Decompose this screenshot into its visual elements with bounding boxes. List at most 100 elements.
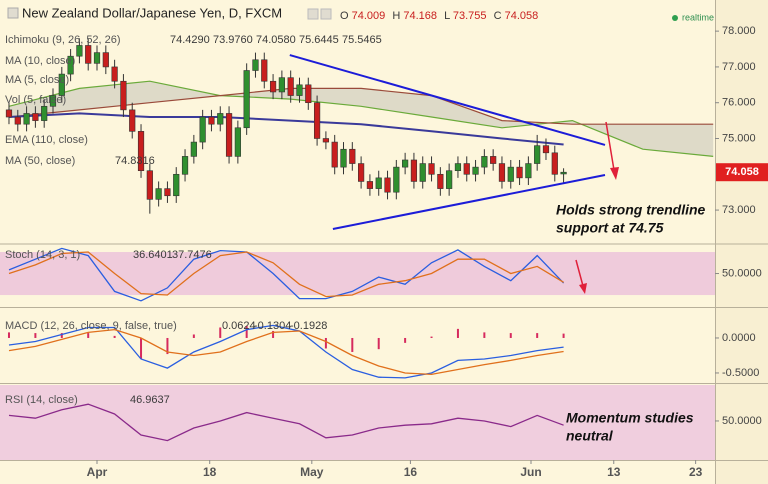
legend-value: 74.4290 bbox=[170, 34, 210, 46]
arrow-shaft bbox=[605, 121, 615, 171]
candle-body bbox=[463, 163, 470, 175]
candle-body bbox=[208, 116, 215, 125]
ohlc-value: 74.168 bbox=[403, 10, 437, 22]
arrow-head bbox=[579, 283, 587, 294]
candle-body bbox=[446, 170, 453, 189]
candle-body bbox=[252, 59, 259, 71]
candle-body bbox=[428, 163, 435, 175]
trendline bbox=[289, 54, 606, 146]
rsi-background bbox=[0, 385, 715, 460]
candle-body bbox=[269, 80, 277, 93]
symbol-icon[interactable] bbox=[7, 7, 19, 19]
chart-title: New Zealand Dollar/Japanese Yen, D, FXCM bbox=[22, 5, 282, 20]
candle-body bbox=[49, 95, 57, 107]
series-line bbox=[8, 251, 564, 298]
x-tick-label: Jun bbox=[520, 465, 541, 479]
candle-body bbox=[437, 173, 444, 189]
price-axis-area bbox=[715, 0, 768, 484]
ohlc-letter: C bbox=[494, 10, 502, 22]
ma-line bbox=[8, 112, 564, 146]
legend-value: 75.5465 bbox=[342, 34, 382, 46]
candle-body bbox=[349, 148, 356, 164]
candle-body bbox=[129, 109, 136, 132]
legend-entry: MA (50, close) bbox=[5, 155, 75, 167]
candle-body bbox=[358, 163, 365, 182]
candle-body bbox=[261, 59, 268, 82]
series-line bbox=[8, 324, 564, 379]
candle-body bbox=[507, 166, 514, 182]
candle-body bbox=[340, 148, 347, 168]
candle-body bbox=[199, 116, 206, 143]
candle-body bbox=[278, 77, 285, 93]
legend-entry: Ichimoku (9, 26, 52, 26) bbox=[5, 34, 121, 46]
legend-entry: EMA (110, close) bbox=[5, 134, 88, 146]
candle-body bbox=[190, 141, 197, 157]
y-tick-label: 75.000 bbox=[722, 132, 756, 144]
candle-body bbox=[217, 113, 224, 125]
candle-body bbox=[305, 84, 312, 104]
icon[interactable] bbox=[320, 8, 332, 20]
annotation: support at 74.75 bbox=[556, 220, 664, 236]
candle-body bbox=[331, 141, 338, 168]
candle-body bbox=[76, 45, 83, 57]
candle-body bbox=[419, 163, 426, 182]
legend-value: 73.9760 bbox=[213, 34, 253, 46]
annotation: neutral bbox=[566, 428, 614, 444]
trendline bbox=[332, 174, 606, 230]
series-line bbox=[8, 247, 565, 302]
candle-body bbox=[243, 70, 250, 129]
y-tick-label: 50.0000 bbox=[722, 267, 762, 279]
arrow bbox=[605, 121, 619, 180]
candle-body bbox=[85, 45, 92, 64]
ohlc-letter: L bbox=[444, 10, 450, 22]
macd-pane bbox=[7, 324, 565, 379]
candle-body bbox=[534, 145, 541, 164]
candle-body bbox=[146, 170, 153, 200]
candle-body bbox=[296, 84, 303, 96]
candle-body bbox=[322, 138, 329, 143]
legend-entry: Vol (5, false) bbox=[5, 94, 66, 106]
pane-title: RSI (14, close) bbox=[5, 394, 78, 406]
candle-body bbox=[111, 66, 118, 82]
y-tick-label: 78.000 bbox=[722, 25, 756, 37]
pane-title: Stoch (14, 3, 1) bbox=[5, 249, 80, 261]
candle-body bbox=[164, 188, 171, 197]
candle-body bbox=[32, 113, 39, 121]
x-tick-label: 16 bbox=[404, 465, 418, 479]
candle-body bbox=[481, 156, 488, 168]
candle-body bbox=[472, 166, 479, 175]
main-pane bbox=[5, 38, 714, 230]
arrow bbox=[575, 259, 587, 294]
icon[interactable] bbox=[307, 8, 319, 20]
legend-value: 37.7476 bbox=[172, 249, 212, 261]
candle-body bbox=[93, 52, 101, 64]
y-tick-label: 0.0000 bbox=[722, 332, 756, 344]
candle-body bbox=[137, 131, 145, 172]
annotation: Holds strong trendline bbox=[556, 202, 706, 218]
candle-body bbox=[384, 177, 391, 193]
annotation: Momentum studies bbox=[566, 410, 694, 426]
stoch-pane bbox=[0, 247, 715, 302]
y-tick-label: 73.000 bbox=[722, 204, 756, 216]
candle-body bbox=[120, 80, 127, 111]
candle-body bbox=[287, 77, 294, 96]
ohlc-letter: H bbox=[392, 10, 400, 22]
status: realtime bbox=[682, 12, 714, 22]
legend-entry: MA (5, close) bbox=[5, 74, 69, 86]
candle-body bbox=[393, 166, 400, 193]
legend-value: 74.0580 bbox=[256, 34, 296, 46]
y-tick-label: -0.5000 bbox=[722, 367, 759, 379]
x-tick-label: 18 bbox=[203, 465, 217, 479]
candle-body bbox=[5, 109, 13, 118]
ohlc-readout: O 74.009 H 74.168 L 73.755 C 74.058 bbox=[340, 10, 538, 22]
arrow-head bbox=[610, 167, 619, 180]
ohlc-value: 74.009 bbox=[352, 10, 386, 22]
candle-body bbox=[516, 166, 523, 179]
y-tick-label: 76.000 bbox=[722, 97, 756, 109]
candle-body bbox=[313, 102, 321, 139]
candle-body bbox=[67, 55, 74, 75]
legend-value: 36.6401 bbox=[133, 249, 173, 261]
candle-body bbox=[366, 181, 374, 189]
legend-value: -0.1304 bbox=[254, 320, 291, 332]
x-tick-label: Apr bbox=[87, 465, 108, 479]
